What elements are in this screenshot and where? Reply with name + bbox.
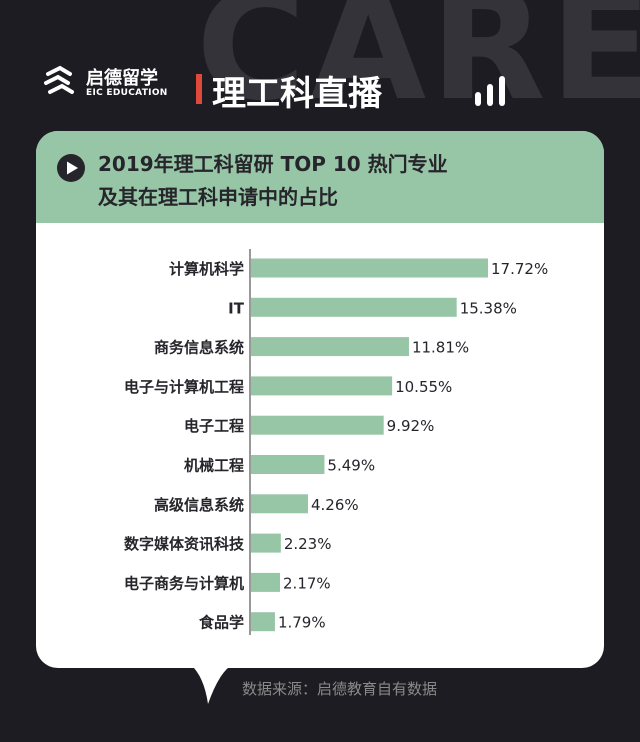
card-header: 2019年理工科留研 TOP 10 热门专业 及其在理工科申请中的占比 — [36, 131, 604, 223]
category-label: 高级信息系统 — [154, 496, 244, 514]
value-label: 15.38% — [460, 299, 517, 317]
title-accent-bar — [196, 74, 202, 104]
chart-title-line-1: 2019年理工科留研 TOP 10 热门专业 — [98, 152, 448, 176]
bar — [251, 533, 281, 553]
category-label: 电子与计算机工程 — [124, 378, 244, 396]
value-label: 10.55% — [395, 378, 452, 396]
value-label: 9.92% — [387, 417, 435, 435]
eic-logo-icon — [44, 65, 74, 94]
value-label: 2.23% — [284, 535, 332, 553]
value-label: 1.79% — [278, 614, 326, 632]
category-label: IT — [228, 299, 245, 317]
value-label: 17.72% — [491, 260, 548, 278]
brand-name-cn: 启德留学 — [86, 68, 158, 89]
category-label: 数字媒体资讯科技 — [124, 535, 245, 553]
category-label: 食品学 — [199, 614, 244, 632]
bar-chart-icon — [475, 76, 505, 106]
category-label: 机械工程 — [184, 457, 244, 475]
bar — [251, 258, 488, 278]
brand-name-en: EIC EDUCATION — [86, 88, 168, 98]
value-label: 11.81% — [412, 339, 469, 357]
bar — [251, 455, 325, 474]
bar — [251, 572, 281, 592]
bar — [251, 612, 275, 632]
value-label: 5.49% — [327, 457, 375, 475]
bar — [251, 415, 384, 435]
bar — [251, 337, 409, 357]
value-label: 2.17% — [283, 574, 331, 592]
data-source-note: 数据来源：启德教育自有数据 — [242, 680, 438, 698]
value-label: 4.26% — [311, 496, 359, 514]
category-label: 电子商务与计算机 — [124, 574, 244, 592]
category-label: 电子工程 — [184, 417, 244, 435]
category-label: 商务信息系统 — [154, 339, 244, 357]
bar-chart: 计算机科学 17.72% IT 15.38% 商务信息系统 11.81% 电子与计算机工程 1… — [124, 249, 548, 635]
background-watermark-text: CARE — [196, 0, 640, 134]
category-label: 计算机科学 — [169, 260, 244, 278]
chart-card: 2019年理工科留研 TOP 10 热门专业 及其在理工科申请中的占比 计算机科… — [36, 131, 604, 668]
bar — [251, 494, 308, 514]
speech-bubble-tail — [190, 664, 234, 704]
page-title: 理工科直播 — [212, 74, 382, 114]
bar — [251, 376, 393, 396]
play-icon — [57, 154, 85, 182]
bar — [251, 297, 457, 317]
chart-title-line-2: 及其在理工科申请中的占比 — [98, 185, 338, 209]
